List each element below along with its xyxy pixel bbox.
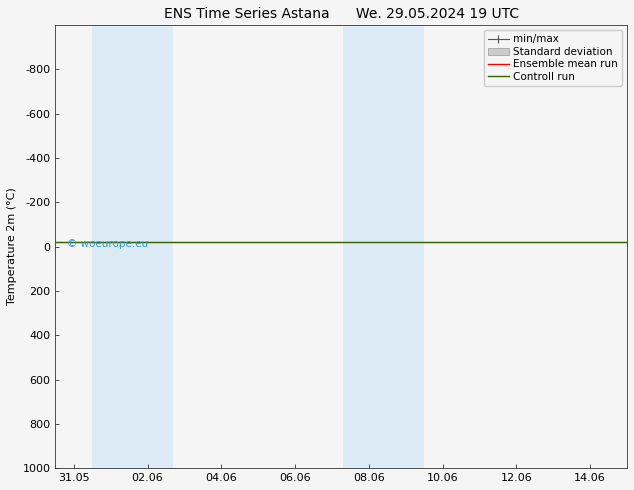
Text: © woeurope.eu: © woeurope.eu (67, 239, 148, 249)
Y-axis label: Temperature 2m (°C): Temperature 2m (°C) (7, 188, 17, 305)
Legend: min/max, Standard deviation, Ensemble mean run, Controll run: min/max, Standard deviation, Ensemble me… (484, 30, 622, 86)
Bar (92, 25, 173, 468)
Bar (343, 25, 424, 468)
Title: ENS Time Series Astana      We. 29.05.2024 19 UTC: ENS Time Series Astana We. 29.05.2024 19… (164, 7, 519, 21)
